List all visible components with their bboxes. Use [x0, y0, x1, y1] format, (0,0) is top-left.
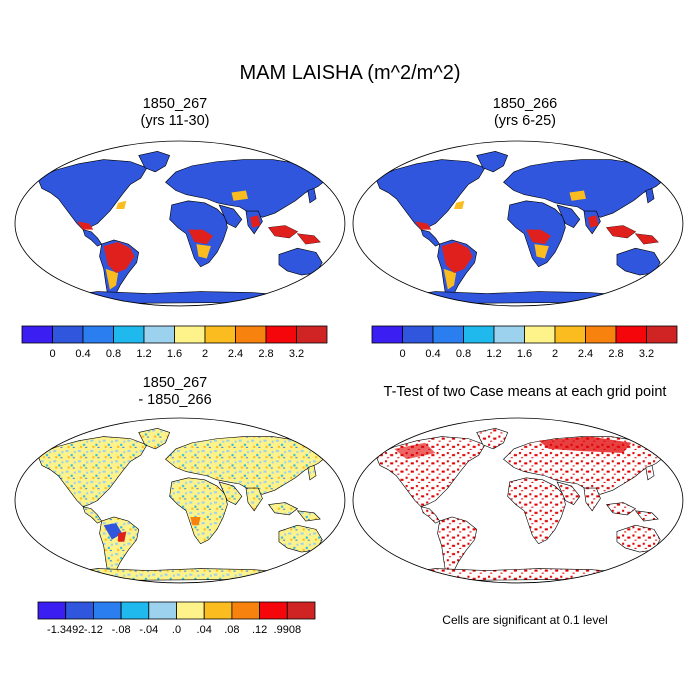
colorbar-panel-1 [21, 325, 328, 344]
colorbar-1-label-0: 0 [49, 348, 55, 360]
panel-2-title: 1850_266 (yrs 6-25) [405, 96, 645, 130]
colorbar-2-label-2: 0.8 [456, 348, 471, 360]
colorbar-panel-1-labels: 0 0.4 0.8 1.2 1.6 2 2.4 2.8 3.2 [49, 348, 304, 360]
colorbar-3-swatch-6 [203, 601, 233, 620]
panel-3-title-line1: 1850_267 [142, 375, 208, 391]
colorbar-1-swatch-1 [52, 325, 84, 344]
colorbar-2-swatch-8 [615, 325, 647, 344]
panel-4-title-line1: T-Test of two Case means at each grid po… [383, 384, 667, 400]
colorbar-1-swatch-3 [113, 325, 145, 344]
colorbar-1-swatch-4 [143, 325, 175, 344]
colorbar-panel-2-labels: 0 0.4 0.8 1.2 1.6 2 2.4 2.8 3.2 [399, 348, 654, 360]
colorbar-1-label-6: 2.4 [228, 348, 243, 360]
colorbar-3-label-4: .0 [172, 624, 181, 636]
colorbar-2-swatch-0 [371, 325, 403, 344]
map-panel-1 [14, 140, 346, 307]
panel-3-title-line2: - 1850_266 [138, 392, 212, 408]
colorbar-1-swatch-6 [204, 325, 236, 344]
colorbar-1-swatch-2 [82, 325, 114, 344]
colorbar-3-swatch-5 [176, 601, 205, 620]
colorbar-2-label-6: 2.4 [578, 348, 593, 360]
colorbar-3-label-1: -.12 [84, 624, 103, 636]
colorbar-3-swatch-0 [37, 601, 67, 620]
colorbar-1-label-4: 1.6 [167, 348, 182, 360]
panel-1-title-line2: (yrs 11-30) [140, 113, 210, 129]
colorbar-panel-2 [371, 325, 678, 344]
colorbar-1-label-8: 3.2 [289, 348, 304, 360]
panel-2-title-line2: (yrs 6-25) [493, 113, 557, 129]
colorbar-1-label-5: 2 [202, 348, 208, 360]
colorbar-2-label-3: 1.2 [486, 348, 501, 360]
colorbar-2-swatch-2 [432, 325, 464, 344]
colorbar-1-label-2: 0.8 [106, 348, 121, 360]
colorbar-2-label-5: 2 [552, 348, 558, 360]
colorbar-3-swatch-1 [65, 601, 94, 620]
colorbar-3-label-5: .04 [197, 624, 212, 636]
significance-note: Cells are significant at 0.1 level [442, 613, 608, 627]
colorbar-2-label-4: 1.6 [517, 348, 532, 360]
colorbar-3-swatch-9 [286, 601, 316, 620]
colorbar-3-label-3: -.04 [139, 624, 158, 636]
map-panel-3 [14, 417, 346, 584]
colorbar-1-swatch-9 [296, 325, 328, 344]
colorbar-2-label-7: 2.8 [608, 348, 623, 360]
colorbar-3-swatch-2 [93, 601, 122, 620]
colorbar-1-swatch-7 [235, 325, 267, 344]
colorbar-3-label-6: .08 [224, 624, 239, 636]
colorbar-2-swatch-5 [524, 325, 556, 344]
panel-2-title-line1: 1850_266 [492, 96, 558, 112]
panel-1-title: 1850_267 (yrs 11-30) [55, 96, 295, 130]
map-panel-2 [352, 140, 684, 307]
colorbar-1-swatch-5 [174, 325, 206, 344]
map-panel-4 [352, 417, 684, 584]
panel-1-title-line1: 1850_267 [142, 96, 208, 112]
colorbar-2-swatch-4 [493, 325, 525, 344]
colorbar-2-swatch-6 [554, 325, 586, 344]
colorbar-2-swatch-3 [463, 325, 495, 344]
colorbar-3-swatch-4 [148, 601, 177, 620]
colorbar-3-swatch-3 [120, 601, 150, 620]
colorbar-3-label-0: -1.3492 [47, 624, 84, 636]
colorbar-3-label-8: .9908 [274, 624, 302, 636]
panel-3-title: 1850_267 - 1850_266 [55, 375, 295, 409]
colorbar-1-swatch-0 [21, 325, 53, 344]
colorbar-panel-3 [37, 601, 316, 620]
figure-title: MAM LAISHA (m^2/m^2) [239, 62, 461, 84]
colorbar-3-label-2: -.08 [112, 624, 131, 636]
colorbar-3-swatch-7 [231, 601, 260, 620]
colorbar-1-label-7: 2.8 [258, 348, 273, 360]
colorbar-2-label-0: 0 [399, 348, 405, 360]
colorbar-panel-3-labels: -1.3492 -.12 -.08 -.04 .0 .04 .08 .12 .9908 [47, 624, 301, 636]
colorbar-2-swatch-7 [585, 325, 617, 344]
colorbar-2-label-8: 3.2 [639, 348, 654, 360]
colorbar-3-label-7: .12 [252, 624, 267, 636]
colorbar-3-swatch-8 [259, 601, 288, 620]
colorbar-2-swatch-9 [646, 325, 678, 344]
colorbar-1-label-3: 1.2 [136, 348, 151, 360]
colorbar-1-swatch-8 [265, 325, 297, 344]
colorbar-2-label-1: 0.4 [425, 348, 440, 360]
colorbar-1-label-1: 0.4 [75, 348, 90, 360]
colorbar-2-swatch-1 [402, 325, 434, 344]
panel-4-title: T-Test of two Case means at each grid po… [352, 384, 698, 401]
